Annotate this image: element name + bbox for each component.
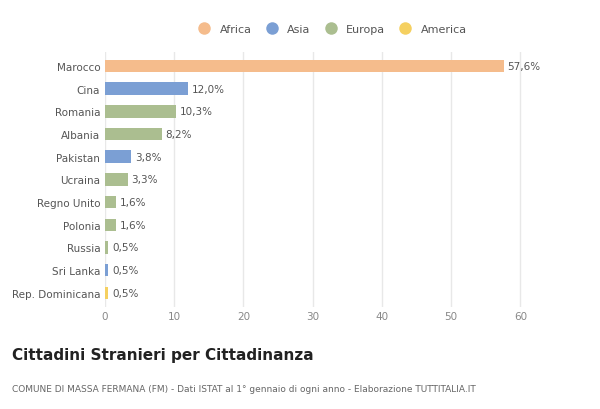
Bar xyxy=(105,242,109,254)
Bar xyxy=(105,264,109,277)
Bar xyxy=(105,83,188,96)
Bar xyxy=(105,106,176,118)
Text: 3,3%: 3,3% xyxy=(131,175,158,185)
Text: 57,6%: 57,6% xyxy=(507,62,541,72)
Text: 0,5%: 0,5% xyxy=(112,243,138,253)
Text: 0,5%: 0,5% xyxy=(112,288,138,298)
Text: 10,3%: 10,3% xyxy=(180,107,213,117)
Text: 12,0%: 12,0% xyxy=(191,84,224,94)
Bar xyxy=(105,61,504,73)
Text: COMUNE DI MASSA FERMANA (FM) - Dati ISTAT al 1° gennaio di ogni anno - Elaborazi: COMUNE DI MASSA FERMANA (FM) - Dati ISTA… xyxy=(12,384,476,393)
Bar xyxy=(105,174,128,186)
Bar xyxy=(105,128,162,141)
Text: 1,6%: 1,6% xyxy=(119,198,146,208)
Text: 3,8%: 3,8% xyxy=(135,152,161,162)
Bar xyxy=(105,151,131,164)
Bar xyxy=(105,287,109,299)
Bar xyxy=(105,219,116,231)
Bar xyxy=(105,196,116,209)
Legend: Africa, Asia, Europa, America: Africa, Asia, Europa, America xyxy=(191,23,469,38)
Text: 1,6%: 1,6% xyxy=(119,220,146,230)
Text: Cittadini Stranieri per Cittadinanza: Cittadini Stranieri per Cittadinanza xyxy=(12,348,314,363)
Text: 8,2%: 8,2% xyxy=(165,130,192,139)
Text: 0,5%: 0,5% xyxy=(112,265,138,276)
